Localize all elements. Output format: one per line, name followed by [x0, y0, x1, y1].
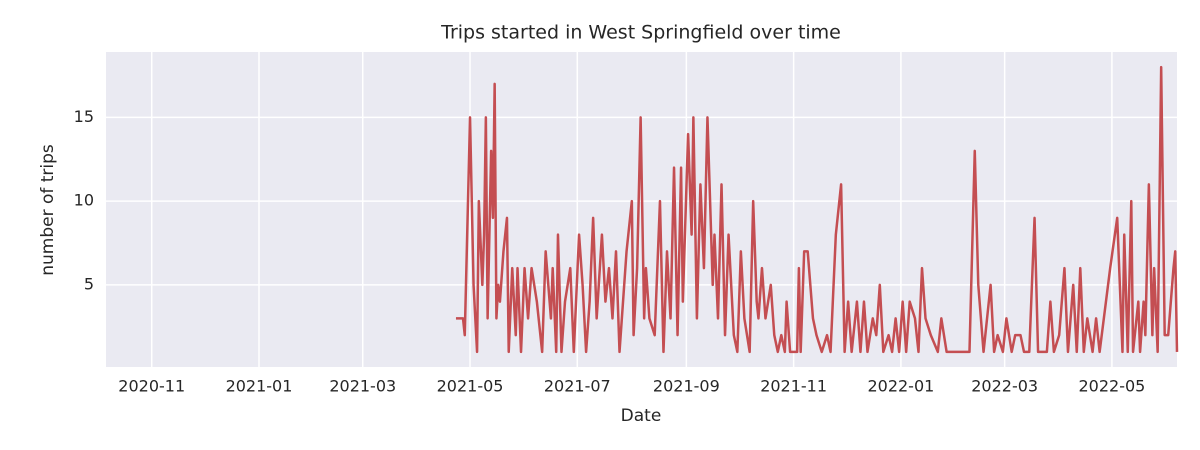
x-tick-label: 2022-05 [1079, 377, 1146, 396]
x-tick-label: 2021-01 [226, 377, 293, 396]
data-line [455, 65, 1179, 354]
x-tick-label: 2020-11 [118, 377, 185, 396]
x-tick-label: 2021-09 [653, 377, 720, 396]
y-axis-label: number of trips [38, 144, 58, 276]
y-tick-label: 10 [74, 191, 94, 210]
y-tick-label: 15 [74, 107, 94, 126]
x-tick-label: 2021-11 [760, 377, 827, 396]
x-tick-label: 2021-03 [329, 377, 396, 396]
x-tick-label: 2022-03 [971, 377, 1038, 396]
y-tick-label: 5 [84, 274, 94, 293]
chart-title: Trips started in West Springfield over t… [440, 22, 841, 44]
x-tick-label: 2022-01 [867, 377, 934, 396]
x-tick-label: 2021-05 [437, 377, 504, 396]
x-tick-label: 2021-07 [544, 377, 611, 396]
x-axis-label: Date [621, 406, 662, 426]
